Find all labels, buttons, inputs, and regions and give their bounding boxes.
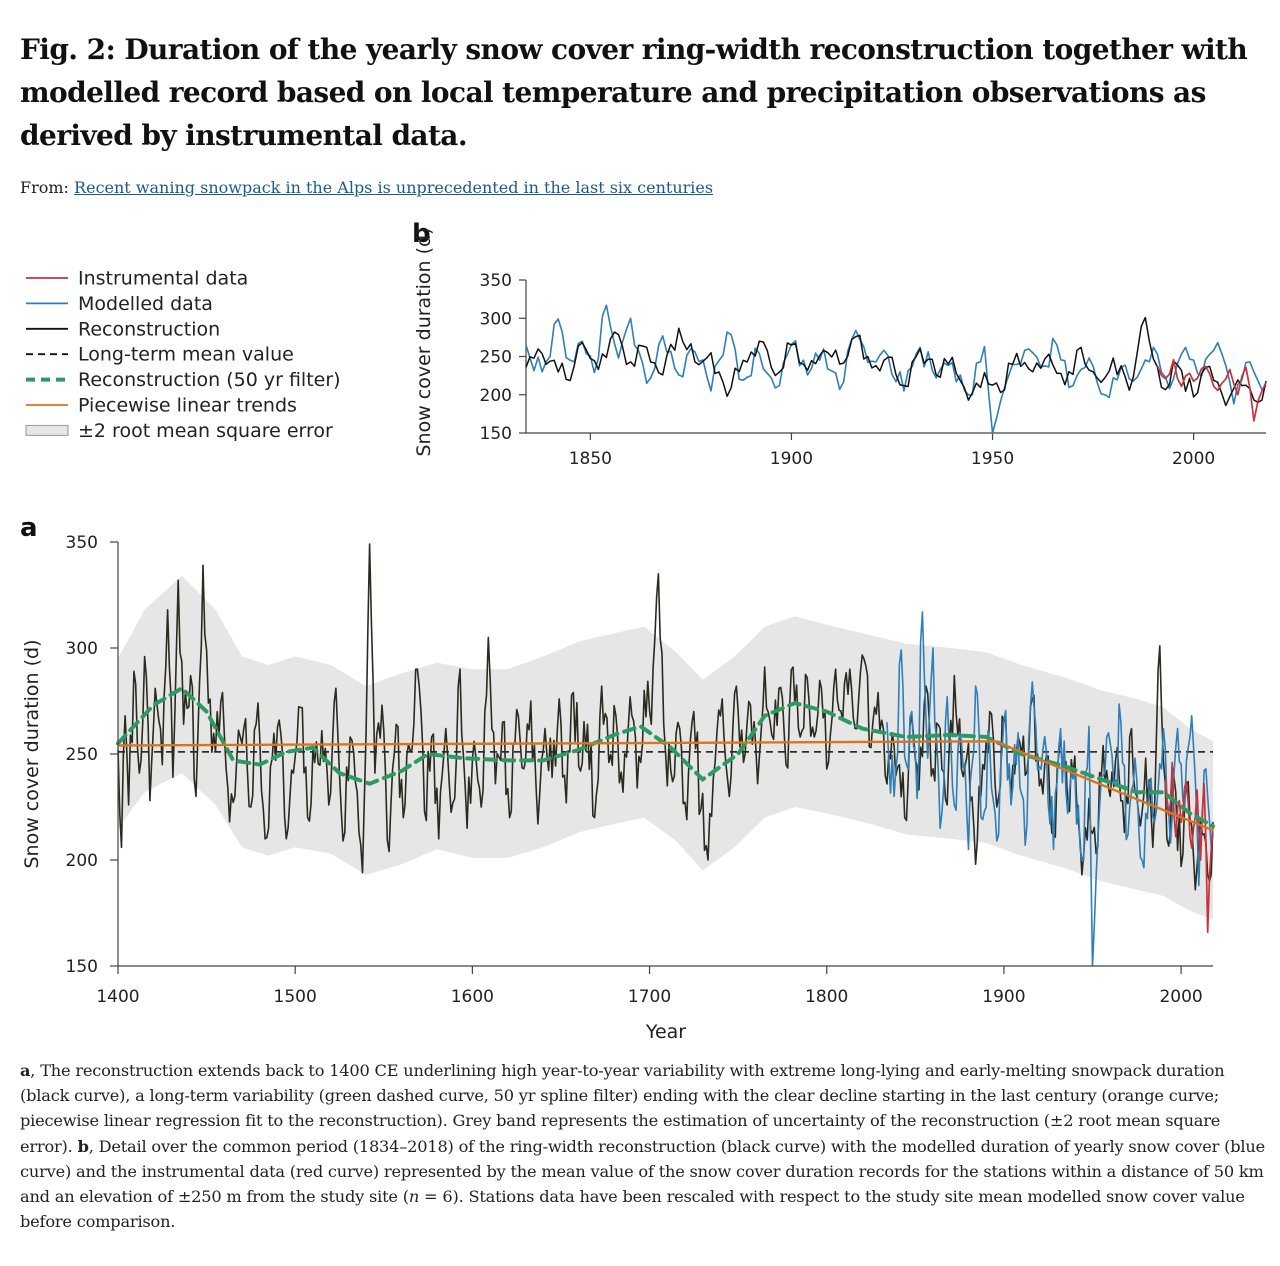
panel-a: a Snow cover duration (d) Year 150 200 250… — [20, 513, 1215, 1043]
legend-item: Piecewise linear trends — [26, 395, 297, 417]
panel-a-label: a — [20, 513, 38, 543]
panel-a-ylabel: Snow cover duration (d) — [21, 639, 43, 868]
caption-b-label: b — [77, 1136, 89, 1156]
legend-swatch — [25, 424, 69, 436]
legend-item: Reconstruction (50 yr filter) — [26, 369, 341, 391]
legend-item: Modelled data — [26, 293, 213, 315]
panel-a-y-tick-label: 150 — [66, 957, 98, 977]
panel-a-axes: 150 200 250 300 350 1400 1500 1600 1700 1800 1900 2… — [66, 533, 1213, 1007]
panel-b-x-tick-label: 1900 — [770, 449, 813, 469]
panel-b-y-tick-label: 150 — [480, 424, 512, 444]
legend-label: Instrumental data — [78, 268, 248, 290]
panel-b-axes: 150 200 250 300 350 1850 1900 1950 2000 — [480, 271, 1266, 469]
panel-a-y-tick-label: 200 — [66, 851, 98, 871]
panel-a-y-tick-label: 250 — [66, 745, 98, 765]
legend-label: ±2 root mean square error — [78, 420, 333, 442]
legend-label: Reconstruction (50 yr filter) — [78, 369, 341, 391]
source-line: From: Recent waning snowpack in the Alps… — [20, 178, 713, 197]
panel-a-series — [116, 543, 1215, 967]
panel-b-x-tick-label: 1850 — [569, 449, 612, 469]
panel-b-x-tick-label: 1950 — [971, 449, 1014, 469]
panel-a-x-tick-label: 1600 — [451, 987, 494, 1007]
panel-a-x-tick-label: 1400 — [96, 987, 139, 1007]
panel-a-x-tick-label: 1900 — [982, 987, 1025, 1007]
panel-a-x-tick-label: 2000 — [1159, 987, 1202, 1007]
panel-b-ylabel: Snow cover duration (d) — [413, 227, 435, 456]
panel-b-label: b — [412, 219, 431, 249]
legend-item: ±2 root mean square error — [25, 420, 333, 442]
piecewise-trend-line — [117, 740, 1214, 832]
panel-b-series — [525, 304, 1267, 434]
figure-caption: a, The reconstruction extends back to 14… — [20, 1058, 1265, 1234]
from-label: From: — [20, 178, 69, 197]
panel-b-x-tick-label: 2000 — [1172, 449, 1215, 469]
figure-chart: Instrumental data Modelled data Reconstruc… — [20, 219, 1267, 1043]
panel-b-y-tick-label: 300 — [480, 309, 512, 329]
instrumental-line-b — [1156, 358, 1267, 422]
legend-label: Piecewise linear trends — [78, 395, 297, 417]
panel-a-y-tick-label: 350 — [66, 533, 98, 553]
legend-label: Reconstruction — [78, 318, 220, 340]
caption-b-text-1: , Detail over the common period (1834–20… — [20, 1136, 1265, 1207]
legend-item: Instrumental data — [26, 268, 248, 290]
caption-b-text-2: = 6). Stations data have been rescaled w… — [20, 1187, 1245, 1232]
panel-b-y-tick-label: 250 — [480, 348, 512, 368]
reconstruction-line-b — [525, 316, 1267, 407]
panel-a-y-tick-label: 300 — [66, 639, 98, 659]
panel-a-x-tick-label: 1700 — [628, 987, 671, 1007]
legend-item: Reconstruction — [26, 318, 220, 340]
panel-a-x-tick-label: 1500 — [274, 987, 317, 1007]
caption-a-text: , The reconstruction extends back to 140… — [20, 1061, 1225, 1156]
panel-b-y-tick-label: 200 — [480, 386, 512, 406]
panel-a-xlabel: Year — [645, 1021, 686, 1043]
modelled-line — [886, 611, 1214, 967]
legend: Instrumental data Modelled data Reconstruc… — [25, 268, 341, 442]
figure-title: Fig. 2: Duration of the yearly snow cove… — [20, 33, 1248, 152]
panel-a-x-tick-label: 1800 — [805, 987, 848, 1007]
modelled-line-b — [525, 304, 1267, 434]
caption-b-n: n — [408, 1187, 420, 1207]
article-link[interactable]: Recent waning snowpack in the Alps is un… — [74, 178, 714, 197]
panel-b: b Snow cover duration (d) 150 200 250 300 35… — [412, 219, 1267, 469]
caption-a-label: a — [20, 1061, 31, 1080]
legend-label: Long-term mean value — [78, 344, 294, 366]
legend-item: Long-term mean value — [26, 344, 294, 366]
legend-label: Modelled data — [78, 293, 213, 315]
panel-b-y-tick-label: 350 — [480, 271, 512, 291]
